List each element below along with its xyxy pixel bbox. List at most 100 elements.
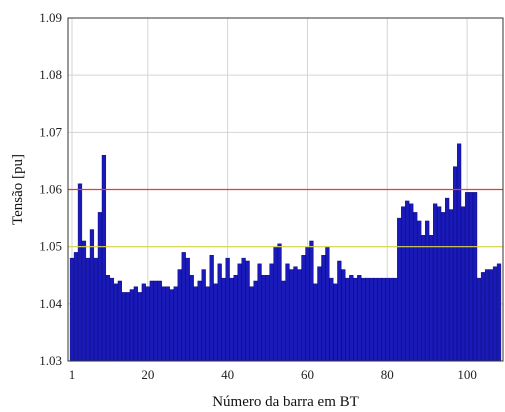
bar-19 <box>141 283 146 362</box>
bar-28 <box>177 269 182 362</box>
bar-92 <box>433 203 438 362</box>
bar-39 <box>221 277 226 362</box>
bar-43 <box>237 263 242 362</box>
bar-79 <box>381 277 386 362</box>
x-tick-label-0: 1 <box>69 367 76 382</box>
y-tick-label-1: 1.04 <box>39 296 62 311</box>
bar-83 <box>397 217 402 362</box>
bar-33 <box>197 280 202 362</box>
y-axis-label: Tensão [pu] <box>10 154 26 225</box>
bar-87 <box>413 212 418 362</box>
bar-107 <box>492 266 498 362</box>
bar-8 <box>97 212 103 362</box>
bar-36 <box>209 255 214 362</box>
bar-3 <box>77 183 83 362</box>
bar-65 <box>325 246 330 362</box>
bar-16 <box>129 289 134 362</box>
bar-4 <box>81 240 87 362</box>
bar-14 <box>121 292 126 362</box>
bar-31 <box>189 275 194 362</box>
bar-61 <box>309 240 314 362</box>
bar-99 <box>460 206 466 362</box>
x-tick-label-5: 100 <box>457 367 477 382</box>
bar-70 <box>345 277 350 362</box>
bar-56 <box>289 269 294 362</box>
bar-89 <box>421 235 426 362</box>
bar-53 <box>277 243 282 362</box>
bar-69 <box>341 269 346 362</box>
bar-60 <box>305 246 310 362</box>
bar-24 <box>161 286 166 362</box>
y-tick-label-2: 1.05 <box>39 239 62 254</box>
bar-106 <box>488 269 494 362</box>
bar-21 <box>149 280 154 362</box>
bar-101 <box>468 192 474 362</box>
plot-frame <box>67 17 504 362</box>
bar-72 <box>353 277 358 362</box>
bar-104 <box>480 272 486 362</box>
bar-103 <box>476 277 482 362</box>
bar-88 <box>417 220 422 362</box>
x-tick-label-2: 40 <box>221 367 234 382</box>
bar-35 <box>205 286 210 362</box>
bar-series <box>69 143 502 362</box>
bar-64 <box>321 255 326 362</box>
bar-27 <box>173 286 178 362</box>
bar-105 <box>484 269 490 362</box>
bar-46 <box>249 286 254 362</box>
bar-45 <box>245 260 250 362</box>
bar-81 <box>389 277 394 362</box>
bar-102 <box>472 192 478 362</box>
bar-51 <box>269 263 274 362</box>
bar-23 <box>157 280 162 362</box>
bar-76 <box>369 277 374 362</box>
bar-12 <box>113 283 119 362</box>
bar-74 <box>361 277 366 362</box>
bar-7 <box>93 257 99 362</box>
bar-32 <box>193 286 198 362</box>
y-tick-label-5: 1.08 <box>39 67 62 82</box>
bar-48 <box>257 263 262 362</box>
bar-10 <box>105 275 111 362</box>
bar-49 <box>261 275 266 362</box>
bar-55 <box>285 263 290 362</box>
bar-108 <box>496 263 502 362</box>
x-axis-label: Número da barra em BT <box>212 394 359 410</box>
bar-71 <box>349 275 354 362</box>
x-tick-labels: 1 20 40 60 80 100 <box>69 367 477 382</box>
x-tick-label-4: 80 <box>381 367 394 382</box>
bar-98 <box>456 143 462 362</box>
bar-15 <box>125 292 130 362</box>
bar-42 <box>233 275 238 362</box>
bar-66 <box>329 277 334 362</box>
bar-57 <box>293 266 298 362</box>
bar-13 <box>117 280 123 362</box>
bar-73 <box>357 275 362 362</box>
bar-40 <box>225 257 230 362</box>
bar-18 <box>137 292 142 362</box>
bar-68 <box>337 260 342 362</box>
y-tick-label-0: 1.03 <box>39 353 62 368</box>
reference-lines <box>68 188 503 248</box>
bar-62 <box>313 283 318 362</box>
bar-41 <box>229 277 234 362</box>
bar-75 <box>365 277 370 362</box>
bar-38 <box>217 263 222 362</box>
bar-78 <box>377 277 382 362</box>
bar-95 <box>445 197 450 362</box>
bar-82 <box>393 277 398 362</box>
bar-37 <box>213 283 218 362</box>
bar-80 <box>385 277 390 362</box>
bar-30 <box>185 257 190 362</box>
bar-96 <box>449 209 454 362</box>
bar-52 <box>273 246 278 362</box>
bar-22 <box>153 280 158 362</box>
y-tick-label-6: 1.09 <box>39 10 62 25</box>
bar-20 <box>145 286 150 362</box>
bar-54 <box>281 280 286 362</box>
bar-11 <box>109 277 115 362</box>
x-tick-label-1: 20 <box>141 367 154 382</box>
bar-6 <box>89 229 95 362</box>
bar-25 <box>165 286 170 362</box>
bar-85 <box>405 200 410 362</box>
